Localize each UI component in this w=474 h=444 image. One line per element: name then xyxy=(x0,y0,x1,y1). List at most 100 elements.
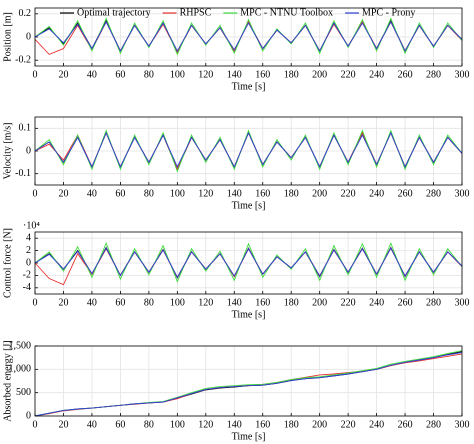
series-line xyxy=(34,17,463,56)
y-axis-label: Control force [N] xyxy=(2,228,13,298)
x-tick-label: 300 xyxy=(455,297,470,308)
x-tick-label: 220 xyxy=(341,188,356,199)
x-tick-label: 60 xyxy=(115,188,125,199)
x-tick-label: 260 xyxy=(398,69,413,80)
x-tick-label: 160 xyxy=(255,297,270,308)
x-tick-label: 260 xyxy=(398,188,413,199)
y-tick-label: 500 xyxy=(16,387,31,398)
x-tick-label: 40 xyxy=(87,188,97,199)
y-multiplier: ·10⁴ xyxy=(23,220,40,231)
x-tick-label: 200 xyxy=(312,188,327,199)
y-tick-label: 0 xyxy=(26,410,31,421)
series-line xyxy=(34,352,463,417)
x-tick-label: 80 xyxy=(144,69,154,80)
series-line xyxy=(34,247,463,286)
x-tick-label: 40 xyxy=(87,69,97,80)
x-tick-label: 20 xyxy=(58,297,68,308)
x-tick-label: 300 xyxy=(455,188,470,199)
x-tick-label: 100 xyxy=(170,69,185,80)
x-tick-label: 240 xyxy=(369,297,384,308)
series-line xyxy=(34,350,463,417)
y-axis-label: Absorbed energy [J] xyxy=(2,340,13,421)
plot-frame xyxy=(34,7,463,67)
x-tick-label: 240 xyxy=(369,419,384,430)
x-tick-label: 60 xyxy=(115,69,125,80)
x-tick-label: 180 xyxy=(284,69,299,80)
series-line xyxy=(34,131,463,168)
legend-label: Optimal trajectory xyxy=(77,7,151,18)
y-tick-label: -2 xyxy=(23,270,31,281)
series-line xyxy=(34,129,463,173)
x-tick-label: 20 xyxy=(58,69,68,80)
x-tick-label: 140 xyxy=(227,69,242,80)
x-tick-label: 200 xyxy=(312,419,327,430)
y-tick-label: 4 xyxy=(26,232,31,243)
x-tick-label: 280 xyxy=(426,69,441,80)
y-tick-label: 0 xyxy=(26,31,31,42)
plot-frame xyxy=(34,345,463,417)
x-tick-label: 260 xyxy=(398,297,413,308)
plot-frame xyxy=(34,231,463,295)
x-tick-label: 200 xyxy=(312,69,327,80)
x-tick-label: 20 xyxy=(58,419,68,430)
x-axis-label: Time [s] xyxy=(232,431,266,442)
y-tick-label: -4 xyxy=(23,282,31,293)
x-tick-label: 100 xyxy=(170,419,185,430)
y-axis-label: Velocity [m/s] xyxy=(2,123,13,180)
y-tick-label: -0.2 xyxy=(15,54,31,65)
legend: Optimal trajectory RHPSC MPC - NTNU Toolbo… xyxy=(60,7,415,18)
y-tick-label: 0.2 xyxy=(19,8,32,19)
x-tick-label: 160 xyxy=(255,419,270,430)
x-tick-label: 240 xyxy=(369,188,384,199)
x-tick-label: 40 xyxy=(87,419,97,430)
x-tick-label: 180 xyxy=(284,188,299,199)
y-tick-label: 0 xyxy=(26,145,31,156)
x-tick-label: 40 xyxy=(87,297,97,308)
y-axis-label: Position [m] xyxy=(2,12,13,62)
x-tick-label: 80 xyxy=(144,419,154,430)
x-tick-label: 240 xyxy=(369,69,384,80)
x-tick-label: 20 xyxy=(58,188,68,199)
series-line xyxy=(34,241,463,283)
x-axis-label: Time [s] xyxy=(232,81,266,92)
x-tick-label: 200 xyxy=(312,297,327,308)
x-tick-label: 300 xyxy=(455,419,470,430)
x-tick-label: 60 xyxy=(115,297,125,308)
x-tick-label: 0 xyxy=(33,69,38,80)
y-tick-label: 1,000 xyxy=(9,364,32,375)
y-tick-label: 0 xyxy=(26,257,31,268)
series-line xyxy=(34,247,463,279)
y-tick-label: -0.1 xyxy=(15,168,31,179)
series-line xyxy=(34,20,463,52)
x-tick-label: 180 xyxy=(284,297,299,308)
x-tick-label: 120 xyxy=(198,188,213,199)
x-tick-label: 0 xyxy=(33,188,38,199)
x-axis-label: Time [s] xyxy=(232,309,266,320)
x-tick-label: 100 xyxy=(170,297,185,308)
legend-label: RHPSC xyxy=(180,7,212,18)
legend-label: MPC - Prony xyxy=(362,7,415,18)
x-tick-label: 220 xyxy=(341,297,356,308)
x-tick-label: 160 xyxy=(255,188,270,199)
x-tick-label: 260 xyxy=(398,419,413,430)
x-tick-label: 280 xyxy=(426,419,441,430)
plot-frame xyxy=(34,116,463,186)
x-tick-label: 140 xyxy=(227,297,242,308)
x-tick-label: 140 xyxy=(227,188,242,199)
y-tick-label: 1,500 xyxy=(9,340,32,351)
x-tick-label: 120 xyxy=(198,69,213,80)
y-tick-label: 2 xyxy=(26,245,31,256)
x-axis-label: Time [s] xyxy=(232,200,266,211)
x-tick-label: 100 xyxy=(170,188,185,199)
x-tick-label: 80 xyxy=(144,297,154,308)
x-tick-label: 220 xyxy=(341,69,356,80)
x-tick-label: 220 xyxy=(341,419,356,430)
x-tick-label: 280 xyxy=(426,188,441,199)
x-tick-label: 120 xyxy=(198,297,213,308)
x-tick-label: 120 xyxy=(198,419,213,430)
y-tick-label: 0.1 xyxy=(19,123,32,134)
x-tick-label: 0 xyxy=(33,297,38,308)
x-tick-label: 280 xyxy=(426,297,441,308)
series-line xyxy=(34,20,463,55)
